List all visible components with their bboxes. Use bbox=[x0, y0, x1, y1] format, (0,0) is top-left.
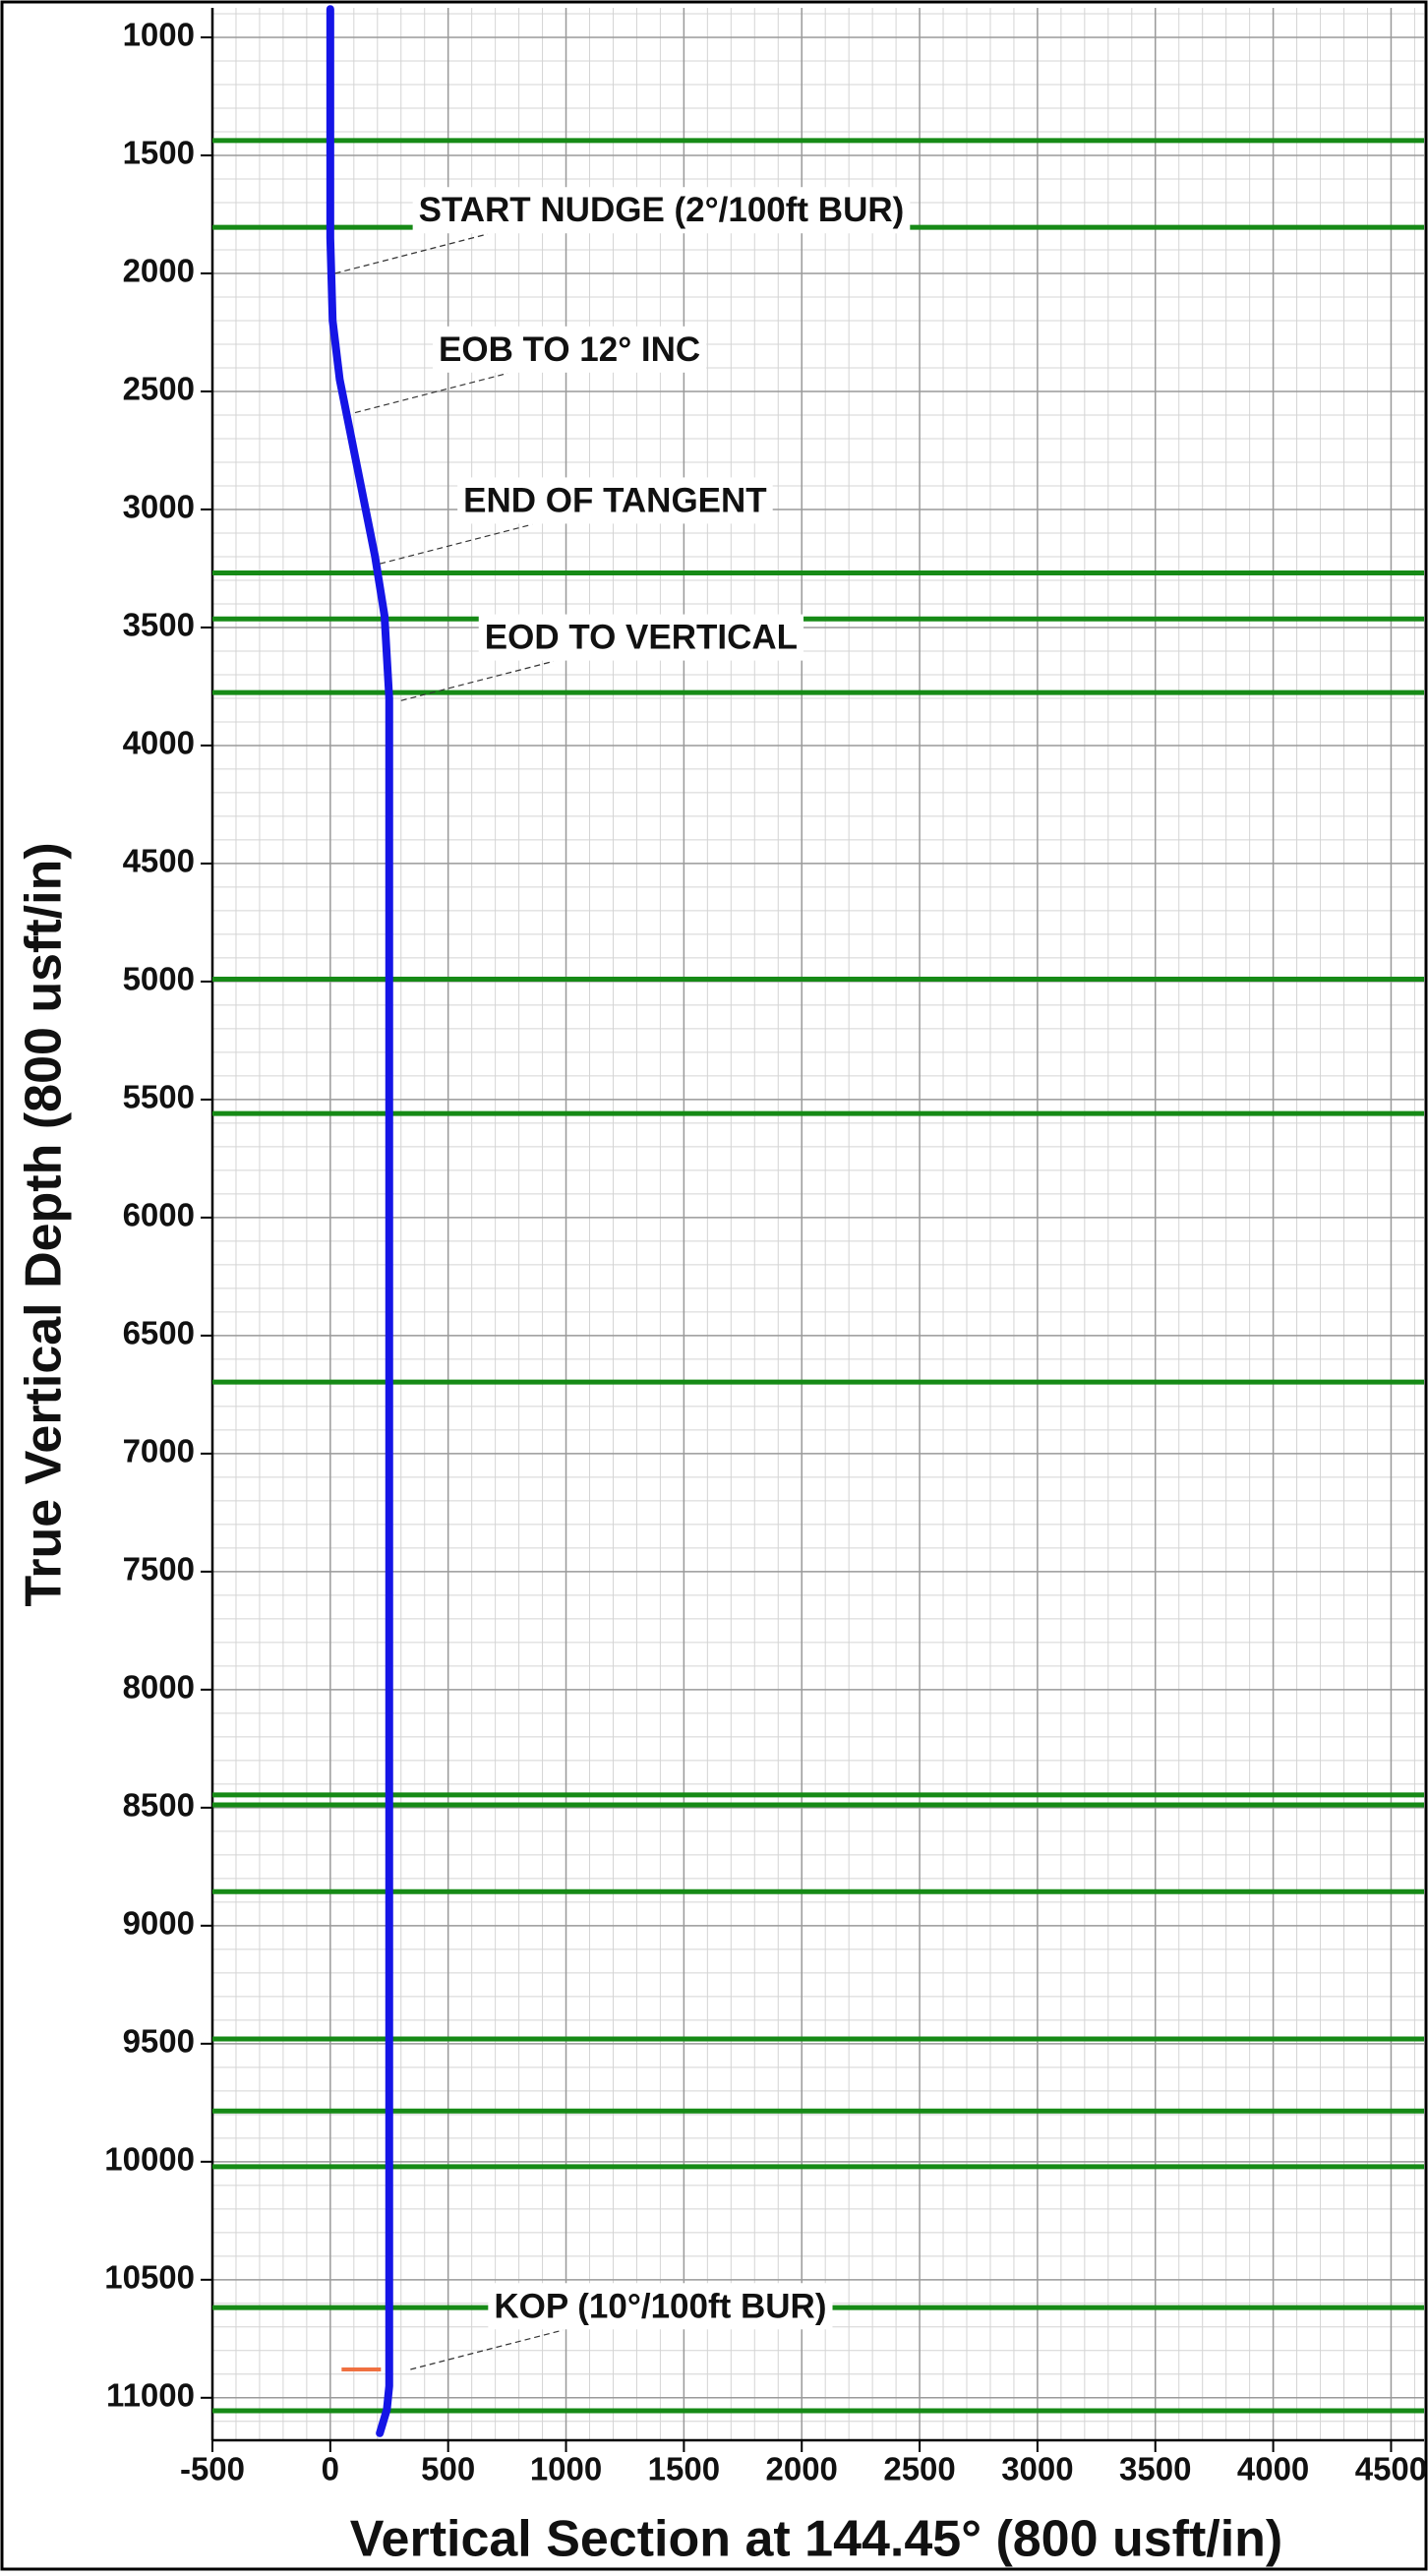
y-tick-label: 11000 bbox=[106, 2377, 195, 2414]
y-tick-label: 5000 bbox=[123, 961, 195, 997]
annotation-label: EOD TO VERTICAL bbox=[485, 619, 798, 657]
annotation-box bbox=[457, 477, 773, 524]
annotation-leader bbox=[354, 372, 508, 414]
y-tick-label: 10500 bbox=[104, 2259, 195, 2296]
well-path bbox=[326, 5, 393, 2437]
x-tick-label: 4000 bbox=[1237, 2451, 1309, 2487]
annotation-box bbox=[488, 2283, 833, 2330]
plot-area bbox=[211, 8, 1424, 2440]
y-tick-label: 7000 bbox=[123, 1433, 195, 1469]
x-tick-label: 2000 bbox=[766, 2451, 838, 2487]
x-tick-label: 3000 bbox=[1001, 2451, 1073, 2487]
x-tick-label: 0 bbox=[322, 2451, 339, 2487]
x-tick-label: 1000 bbox=[530, 2451, 602, 2487]
y-tick-label: 3500 bbox=[123, 607, 195, 643]
annotation-box bbox=[478, 614, 804, 661]
y-tick-label: 3000 bbox=[123, 489, 195, 525]
y-tick-label: 2000 bbox=[123, 253, 195, 289]
y-tick-label: 4000 bbox=[123, 725, 195, 761]
x-axis-title: Vertical Section at 144.45° (800 usft/in… bbox=[350, 2511, 1283, 2568]
annotation-leader bbox=[410, 2329, 564, 2370]
y-axis-title: True Vertical Depth (800 usft/in) bbox=[16, 842, 73, 1606]
y-tick-label: 6000 bbox=[123, 1197, 195, 1233]
y-tick-label: 5500 bbox=[123, 1079, 195, 1115]
x-tick-label: -500 bbox=[180, 2451, 245, 2487]
y-tick-label: 1500 bbox=[123, 135, 195, 171]
y-tick-label: 9500 bbox=[123, 2023, 195, 2060]
annotation-label: EOB TO 12° INC bbox=[439, 330, 700, 369]
y-tick-label: 4500 bbox=[123, 843, 195, 879]
y-tick-label: 1000 bbox=[123, 17, 195, 53]
y-tick-label: 7500 bbox=[123, 1551, 195, 1588]
x-tick-label: 1500 bbox=[648, 2451, 720, 2487]
y-tick-label: 2500 bbox=[123, 371, 195, 407]
x-tick-label: 500 bbox=[421, 2451, 475, 2487]
y-tick-label: 9000 bbox=[123, 1905, 195, 1942]
x-tick-label: 4500 bbox=[1355, 2451, 1427, 2487]
annotation-label: START NUDGE (2°/100ft BUR) bbox=[419, 191, 905, 229]
y-tick-label: 6500 bbox=[123, 1315, 195, 1351]
annotation-box bbox=[433, 326, 707, 373]
x-tick-label: 3500 bbox=[1119, 2451, 1191, 2487]
annotation-label: END OF TANGENT bbox=[463, 481, 767, 519]
y-tick-label: 8000 bbox=[123, 1669, 195, 1706]
x-tick-label: 2500 bbox=[883, 2451, 955, 2487]
annotation-box bbox=[412, 187, 911, 234]
annotation-leader bbox=[380, 523, 533, 565]
annotation-leader bbox=[334, 233, 488, 274]
annotation-label: KOP (10°/100ft BUR) bbox=[494, 2287, 826, 2325]
y-tick-label: 8500 bbox=[123, 1787, 195, 1824]
annotation-leader bbox=[400, 660, 554, 701]
y-tick-label: 10000 bbox=[104, 2141, 195, 2178]
